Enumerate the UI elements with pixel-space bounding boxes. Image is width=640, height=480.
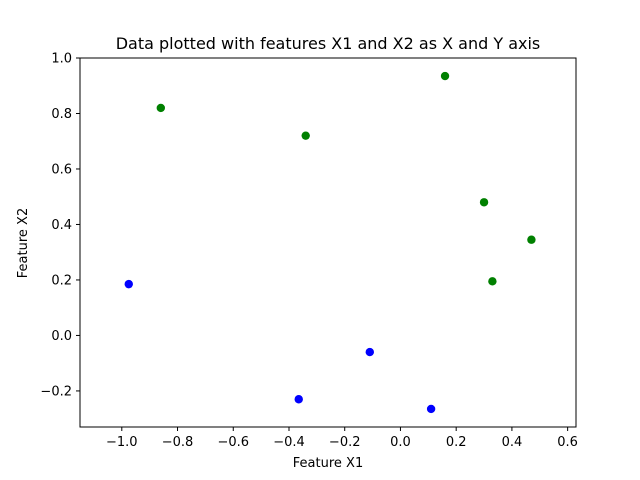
data-point <box>156 103 166 113</box>
x-axis-ticks: −1.0 −0.8 −0.6 −0.4 −0.2 0.0 0.2 0.4 0.6 <box>106 427 578 450</box>
data-point <box>440 71 450 81</box>
data-point <box>124 279 133 289</box>
x-tick-label: −0.2 <box>329 435 361 450</box>
y-tick-label: 0.4 <box>51 218 72 233</box>
data-points <box>124 71 536 414</box>
y-tick-label: 1.0 <box>51 52 72 67</box>
data-point <box>301 131 310 140</box>
x-tick-label: 0.4 <box>502 435 523 450</box>
x-tick-label: −0.8 <box>162 435 194 450</box>
chart-title: Data plotted with features X1 and X2 as … <box>116 34 541 53</box>
data-point <box>479 198 489 207</box>
x-axis-label: Feature X1 <box>293 456 363 471</box>
x-tick-label: 0.2 <box>446 435 467 450</box>
y-axis-label: Feature X2 <box>16 208 31 278</box>
x-tick-label: −0.4 <box>273 435 305 450</box>
data-point <box>527 235 536 244</box>
x-tick-label: −1.0 <box>106 435 138 450</box>
y-tick-label: 0.8 <box>51 107 72 122</box>
y-tick-label: 0.6 <box>51 162 72 177</box>
y-axis-ticks: −0.2 0.0 0.2 0.4 0.6 0.8 1.0 <box>40 52 80 399</box>
plot-frame <box>79 57 577 428</box>
y-tick-label: 0.2 <box>51 273 72 288</box>
x-tick-label: 0.0 <box>390 435 411 450</box>
data-point <box>365 347 374 357</box>
data-point <box>426 404 436 414</box>
y-tick-label: −0.2 <box>40 384 72 399</box>
plot-area <box>79 57 577 428</box>
data-point <box>488 277 497 286</box>
y-tick-label: 0.0 <box>51 329 72 344</box>
x-tick-label: 0.6 <box>557 435 578 450</box>
x-tick-label: −0.6 <box>217 435 249 450</box>
data-point <box>294 395 303 404</box>
